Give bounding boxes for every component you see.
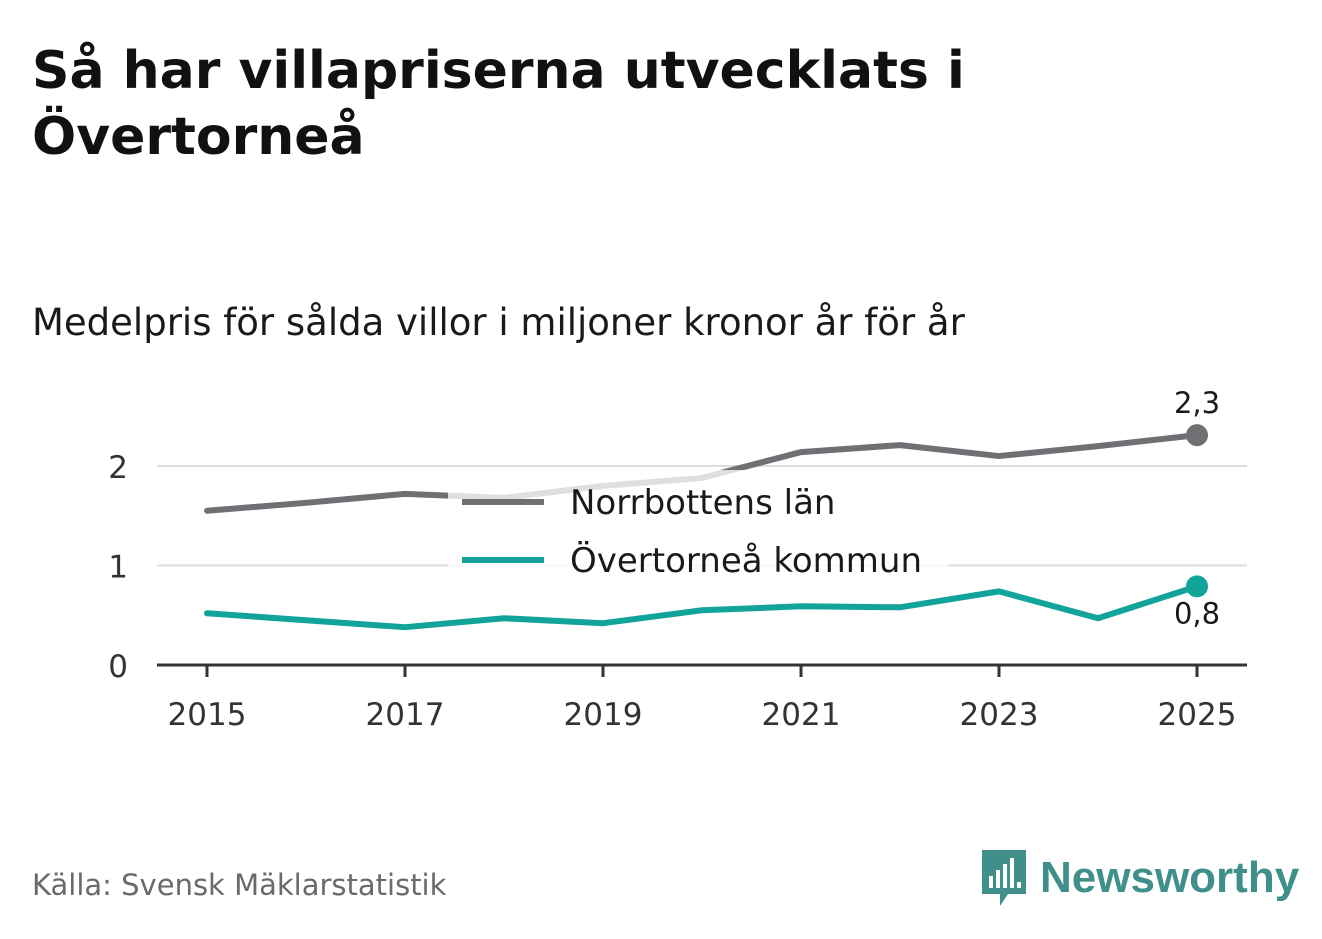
- chart-title: Så har villapriserna utvecklats i Överto…: [32, 41, 965, 167]
- chart-subtitle: Medelpris för sålda villor i miljoner kr…: [32, 301, 965, 344]
- brand-logo: Newsworthy: [980, 848, 1299, 908]
- x-tick-label-2017: 2017: [366, 697, 445, 733]
- x-tick-label-2023: 2023: [960, 697, 1039, 733]
- newsworthy-logo-icon: [982, 850, 1026, 906]
- x-tick-label-2019: 2019: [564, 697, 643, 733]
- y-tick-label-0: 0: [108, 649, 128, 685]
- legend-background: [448, 470, 948, 586]
- series-endpoint-overtornea: [1186, 575, 1208, 598]
- series-endpoint-norrbotten: [1186, 424, 1208, 447]
- legend-label-norrbotten: Norrbottens län: [570, 483, 835, 523]
- legend: Norrbottens län Övertorneå kommun: [448, 470, 948, 586]
- series-line-overtornea: [204, 583, 1200, 631]
- y-tick-labels: 0 1 2: [108, 450, 128, 685]
- brand-name: Newsworthy: [1040, 853, 1300, 902]
- x-tick-label-2021: 2021: [762, 697, 841, 733]
- y-tick-label-1: 1: [108, 550, 128, 586]
- y-tick-label-2: 2: [108, 450, 128, 486]
- x-tick-label-2015: 2015: [168, 697, 247, 733]
- end-label-overtornea: 0,8: [1174, 596, 1220, 630]
- legend-label-overtornea: Övertorneå kommun: [570, 540, 922, 581]
- source-note: Källa: Svensk Mäklarstatistik: [32, 868, 447, 902]
- x-tick-labels: 2015 2017 2019 2021 2023 2025: [168, 665, 1237, 733]
- x-tick-label-2025: 2025: [1158, 697, 1237, 733]
- end-label-norrbotten: 2,3: [1174, 386, 1220, 420]
- series-endpoints: 2,3 0,8: [1174, 386, 1220, 630]
